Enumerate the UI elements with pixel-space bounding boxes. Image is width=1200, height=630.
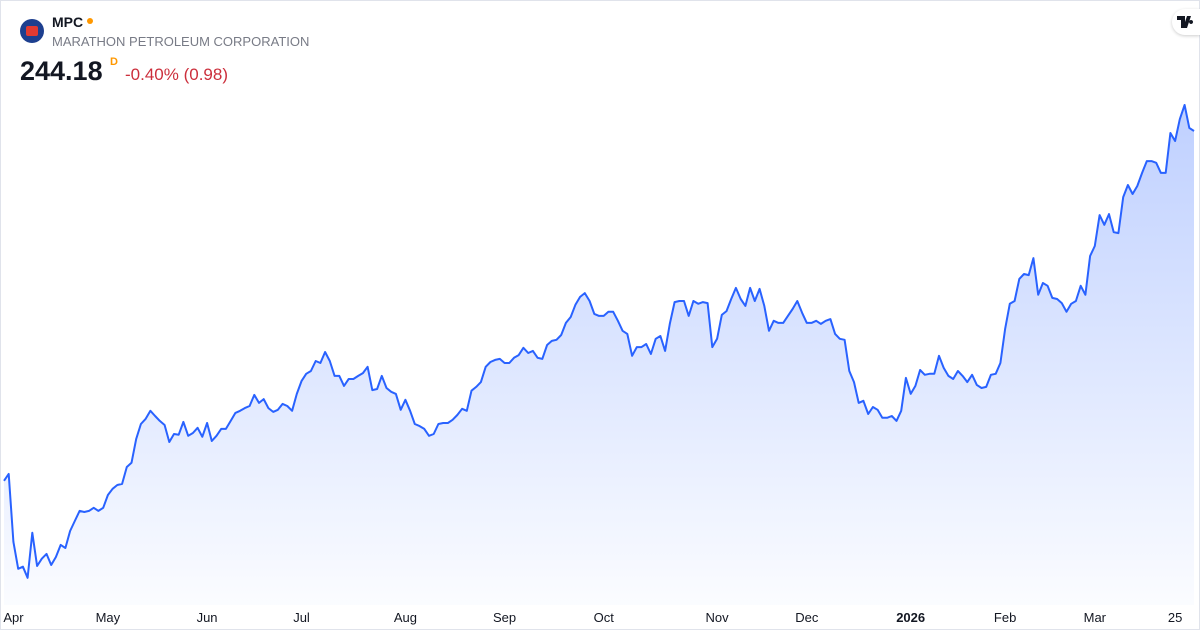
status-dot <box>87 18 93 24</box>
interval: D <box>110 56 118 68</box>
x-tick-label: Jun <box>197 610 218 625</box>
x-tick-label: Oct <box>594 610 615 625</box>
company-name: MARATHON PETROLEUM CORPORATION <box>52 34 310 49</box>
x-tick-label: Jul <box>293 610 310 625</box>
x-tick-label: Feb <box>994 610 1016 625</box>
x-tick-label: Dec <box>795 610 819 625</box>
ticker: MPC <box>52 14 84 30</box>
x-tick-label: Sep <box>493 610 516 625</box>
x-tick-label: 2026 <box>896 610 925 625</box>
brand-mark <box>1177 16 1194 28</box>
area-fill <box>4 105 1194 605</box>
x-tick-label: May <box>96 610 121 625</box>
x-tick-label: Apr <box>3 610 24 625</box>
x-tick-label: 25 <box>1168 610 1182 625</box>
price-change: -0.40% (0.98) <box>125 65 228 84</box>
price: 244.18 <box>20 56 103 86</box>
x-tick-label: Nov <box>705 610 729 625</box>
logo <box>20 19 44 43</box>
brand-logo <box>1172 9 1200 35</box>
x-tick-label: Mar <box>1084 610 1107 625</box>
price-line <box>3 104 1195 579</box>
x-tick-label: Aug <box>394 610 417 625</box>
